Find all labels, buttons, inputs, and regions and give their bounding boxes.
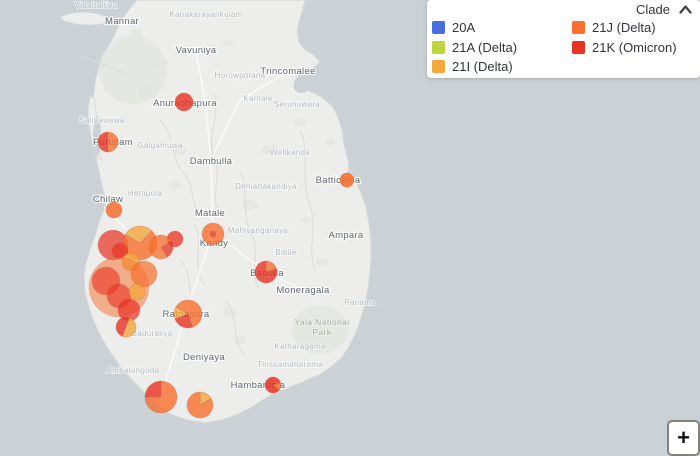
deme-segment-21j[interactable] xyxy=(148,234,172,260)
deme-segment-21j[interactable] xyxy=(144,380,178,414)
mannar-island xyxy=(59,11,110,26)
deme-circle[interactable] xyxy=(128,283,146,301)
map-label-thissamaharama: Thissamaharama xyxy=(257,360,323,369)
deme-circle-ratnapura[interactable] xyxy=(173,299,203,329)
map-label-deniyaya: Deniyaya xyxy=(183,352,225,363)
map-label-yala-national: Yala National xyxy=(294,317,349,327)
batticaloa-lagoon xyxy=(347,146,355,178)
legend-header[interactable]: Clade xyxy=(432,1,695,17)
deme-segment-21j[interactable] xyxy=(186,391,214,419)
map-label-kantale: Kantale xyxy=(243,94,272,103)
legend-label: 21A (Delta) xyxy=(452,39,518,55)
legend-swatch-20a[interactable] xyxy=(432,21,445,35)
deme-circle-puttalam[interactable] xyxy=(97,131,119,153)
deme-segment-21k[interactable] xyxy=(115,316,130,337)
map-label-panama: Panama xyxy=(344,298,376,307)
deme-segment-21i[interactable] xyxy=(128,283,146,301)
legend-title: Clade xyxy=(636,1,670,17)
map-label-park: Park xyxy=(312,327,331,337)
map-label-serunuwara: Serunuwara xyxy=(274,100,320,109)
map-label-vidattaltivu: Vidattaltivu xyxy=(75,1,118,10)
legend-item-20a[interactable]: 20A xyxy=(432,18,572,38)
map-label-baduraliya: Baduraliya xyxy=(132,329,173,338)
deme-segment-21k[interactable] xyxy=(174,313,194,329)
deme-circle-anuradhapura[interactable] xyxy=(174,92,194,112)
deme-segment-21j[interactable] xyxy=(272,381,282,391)
map-label-dambulla: Dambulla xyxy=(190,156,233,167)
map-label-welikanda: Welikanda xyxy=(270,148,310,157)
map-label-mannar: Mannar xyxy=(105,16,139,27)
map-label-ambalangoda: Ambalangoda xyxy=(107,366,160,375)
deme-center-dot xyxy=(209,230,217,238)
deme-circle[interactable] xyxy=(186,391,214,419)
deme-segment-21j[interactable] xyxy=(175,299,203,328)
admin-boundaries xyxy=(82,56,317,356)
deme-segment-21j[interactable] xyxy=(339,172,355,188)
deme-circle[interactable] xyxy=(130,260,158,288)
legend-item-21i-delta[interactable]: 21I (Delta) xyxy=(432,57,572,77)
legend-items: 20A 21A (Delta) 21I (Delta) 21J (Delta) 21K … xyxy=(432,18,695,77)
map-label-moneragala: Moneragala xyxy=(276,285,330,296)
deme-circle[interactable] xyxy=(148,234,174,260)
deme-segment-21k[interactable] xyxy=(160,240,174,258)
deme-circle-hambantota[interactable] xyxy=(264,376,282,394)
map-label-horowpotana: Horowpotana xyxy=(215,71,266,80)
deme-circle[interactable] xyxy=(144,380,178,414)
map-label-katharagama: Katharagama xyxy=(274,342,326,351)
legend-swatch-21i[interactable] xyxy=(432,60,445,74)
deme-circle-badulla[interactable] xyxy=(254,260,278,284)
map-label-mahiyanganaya: Mahiyanganaya xyxy=(228,226,289,235)
map-label-saliyawewa: Saliyawewa xyxy=(79,116,124,125)
deme-segment-21i[interactable] xyxy=(199,391,212,406)
deme-circle-chilaw[interactable] xyxy=(105,201,123,219)
deme-segment-21k[interactable] xyxy=(254,260,278,284)
deme-segment-21i[interactable] xyxy=(122,317,137,338)
labels-layer: MannarVavuniyaTrincomaleeAnuradhapuraPut… xyxy=(74,0,377,392)
koddiyar-bay xyxy=(293,71,317,93)
terrain-patches xyxy=(99,29,348,354)
map-label-matale: Matale xyxy=(195,208,225,219)
map-label-trincomalee: Trincomalee xyxy=(260,66,315,77)
map-label-dehiattakandiya: Dehiattakandiya xyxy=(235,182,297,191)
legend-label: 20A xyxy=(452,20,476,36)
deme-circle-kandy[interactable] xyxy=(201,222,225,246)
deme-segment-21j[interactable] xyxy=(130,260,158,288)
legend-label: 21J (Delta) xyxy=(592,20,656,36)
deme-circle-batticaloa[interactable] xyxy=(339,172,355,188)
deme-segment-21i[interactable] xyxy=(124,225,153,244)
map-label-vavuniya: Vavuniya xyxy=(176,45,217,56)
demes-layer xyxy=(88,92,355,419)
legend-label: 21I (Delta) xyxy=(452,59,513,75)
deme-segment-21i[interactable] xyxy=(173,306,189,320)
deme-segment-21k[interactable] xyxy=(144,380,162,398)
map-label-kanakarayankulam: Kanakarayankulam xyxy=(169,10,242,19)
legend-panel: Clade 20A 21A (Delta) 21I (Delta) 21J (Delt… xyxy=(427,0,700,78)
deme-segment-21j[interactable] xyxy=(265,260,277,273)
legend-swatch-21j[interactable] xyxy=(572,21,585,35)
map-label-hettipola: Hettipola xyxy=(128,189,163,198)
deme-segment-21j[interactable] xyxy=(105,201,123,219)
legend-swatch-21a[interactable] xyxy=(432,40,445,54)
chevron-up-icon[interactable] xyxy=(679,4,692,14)
deme-segment-21k[interactable] xyxy=(97,131,109,153)
deme-circle[interactable] xyxy=(115,316,137,338)
map-label-galgamuwa: Galgamuwa xyxy=(137,141,183,150)
legend-label: 21K (Omicron) xyxy=(592,39,677,55)
legend-item-21a-delta[interactable]: 21A (Delta) xyxy=(432,38,572,58)
legend-swatch-21k[interactable] xyxy=(572,40,585,54)
map-label-ampara: Ampara xyxy=(328,230,363,241)
map-label-bibile: Bibile xyxy=(275,248,297,257)
deme-segment-21k[interactable] xyxy=(264,376,282,394)
deme-segment-21k[interactable] xyxy=(174,92,194,112)
deme-segment-21j[interactable] xyxy=(107,131,119,153)
legend-item-21j-delta[interactable]: 21J (Delta) xyxy=(572,18,695,38)
zoom-in-button[interactable]: + xyxy=(667,420,700,456)
legend-item-21k-omicron[interactable]: 21K (Omicron) xyxy=(572,38,695,58)
